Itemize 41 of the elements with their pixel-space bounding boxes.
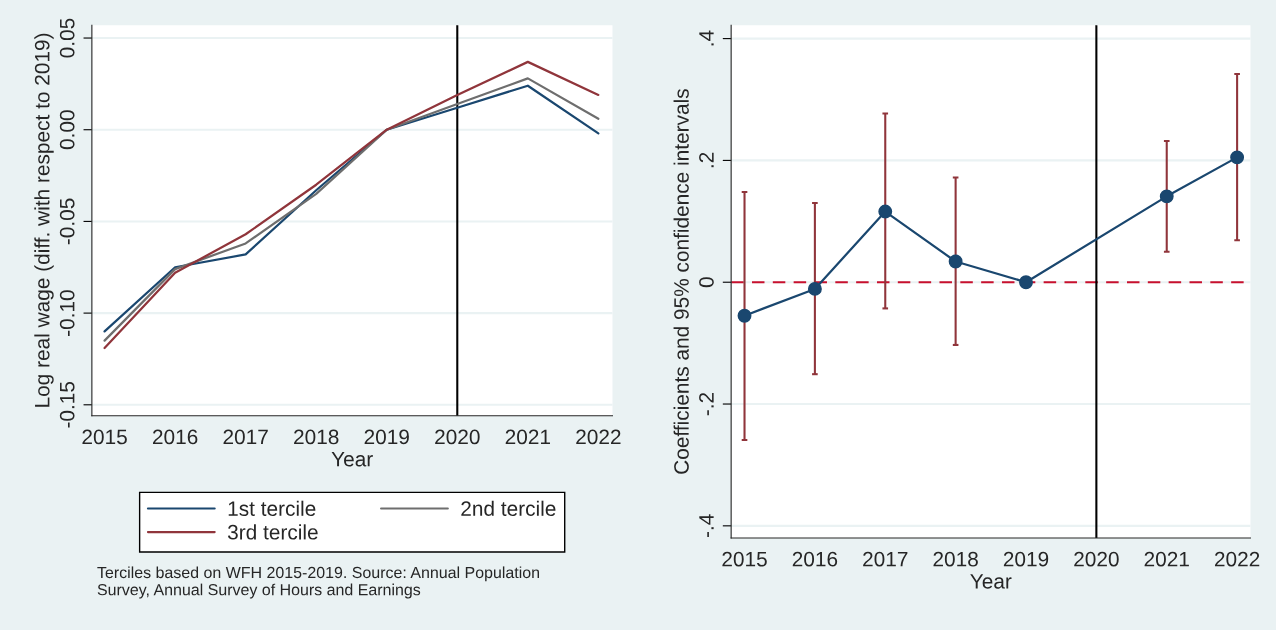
legend-label: 3rd tercile — [227, 524, 318, 540]
x-tick-label: 2016 — [792, 551, 838, 567]
x-tick-label: 2017 — [223, 429, 268, 445]
x-tick-label: 2015 — [82, 429, 127, 445]
y-tick-label: 0.00 — [59, 110, 75, 150]
x-tick-label: 2022 — [1214, 551, 1260, 567]
x-tick-label: 2020 — [1074, 551, 1119, 567]
y-tick-label: -.2 — [699, 392, 714, 416]
x-tick-label: 2019 — [1003, 551, 1049, 567]
legend-label: 2nd tercile — [461, 500, 556, 516]
x-tick-label: 2017 — [863, 551, 908, 567]
point — [1159, 189, 1174, 204]
legend-label: 1st tercile — [228, 500, 316, 516]
x-tick-label: 2016 — [152, 429, 198, 445]
y-tick-label: .2 — [699, 152, 714, 168]
x-tick-label: 2020 — [435, 429, 480, 445]
x-tick-label: 2021 — [505, 429, 550, 445]
x-tick-label: 2021 — [1144, 551, 1189, 567]
y-tick-label: -0.05 — [59, 198, 75, 245]
y-tick-label: 0.05 — [59, 18, 75, 58]
point — [1230, 150, 1245, 165]
y-axis-title: Coefficients and 95% confidence intervals — [673, 89, 689, 474]
y-axis-title: Log real wage (diff. with respect to 2019) — [34, 33, 54, 407]
text: Terciles based on WFH 2015-2019. Source: Annual Population Survey, Annual Survey of Hours and Earnings — [97, 566, 539, 599]
x-tick-label: 2022 — [576, 429, 621, 445]
x-axis-title: Year — [331, 451, 373, 467]
x-tick-label: 2018 — [933, 551, 978, 567]
x-axis-title: Year — [970, 574, 1012, 589]
x-tick-label: 2019 — [364, 429, 409, 445]
point — [878, 204, 893, 219]
x-tick-label: 2015 — [722, 551, 767, 567]
y-tick-label: -.4 — [699, 514, 714, 538]
point — [807, 281, 822, 296]
point — [948, 254, 963, 269]
x-tick-label: 2018 — [294, 429, 339, 445]
y-tick-label: .4 — [699, 30, 714, 46]
y-tick-label: 0 — [699, 277, 714, 288]
y-tick-label: -0.10 — [59, 290, 75, 336]
point — [737, 308, 752, 323]
point — [1019, 275, 1033, 290]
y-tick-label: -0.15 — [59, 381, 75, 428]
